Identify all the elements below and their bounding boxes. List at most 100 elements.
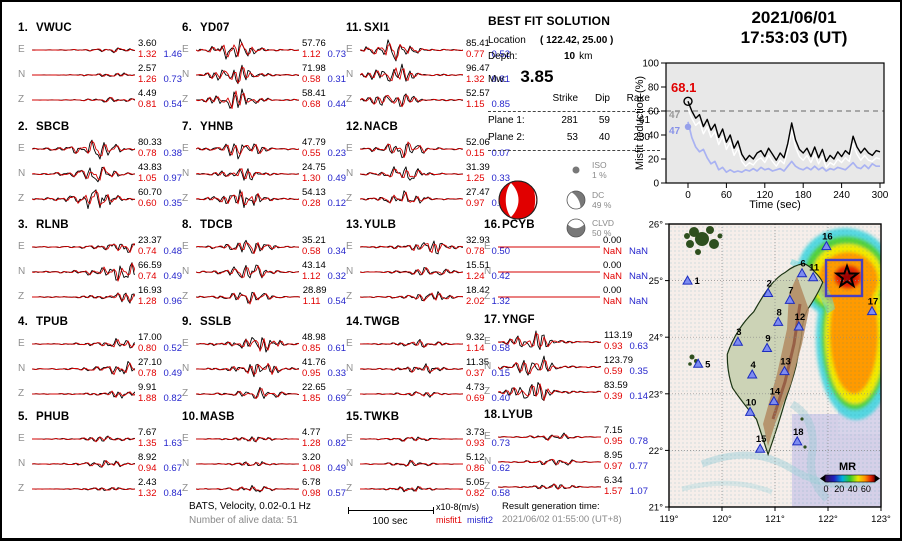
channel-row-yd07-n: N 71.98 0.58 0.31 [182,62,346,87]
waveform-synthetic [196,486,299,492]
station-title: 9. SSLB [182,316,232,328]
x-tick-label: 180 [795,190,812,201]
station-number-label: 7 [788,285,793,296]
station-triangle-icon [754,443,766,453]
waveform-observed [196,143,299,160]
station-triangle-icon [772,316,784,326]
channel-values: 4.49 0.81 0.54 [138,88,182,110]
misfit2-value: NaN [628,245,648,257]
channel-label: N [18,69,26,80]
channel-label: Z [18,291,25,302]
misfit2-value: 0.77 [629,460,649,472]
misfit1-value: 0.81 [138,98,157,110]
waveform-trace [498,458,601,466]
station-block-lyub: 18.LYUB E 7.15 0.95 0.78 N 8.95 0.97 0.77 Z 6.34 1.… [484,409,648,499]
waveform-synthetic [360,94,463,108]
waveform-trace [360,141,463,159]
max-amplitude-value: 27.10 [138,357,162,368]
chart-series-lines [687,101,881,174]
dashed-divider [488,111,660,113]
iso-icon [572,166,580,174]
waveform-trace [360,291,463,302]
channel-values: 2.43 1.32 0.84 [138,477,182,499]
misfit-reduction-secondary-line [687,121,880,174]
channel-row-phub-e: E 7.67 1.35 1.63 [18,426,182,451]
channel-row-yd07-z: Z 58.41 0.68 0.44 [182,87,346,112]
channel-row-vwuc-z: Z 4.49 0.81 0.54 [18,87,182,112]
max-amplitude-value: 66.59 [138,260,162,271]
channel-row-yngf-z: Z 83.59 0.39 0.14 [484,379,648,404]
station-title: 1. VWUC [18,22,72,34]
channel-row-phub-z: Z 2.43 1.32 0.84 [18,476,182,501]
waveform-synthetic [196,191,299,206]
station-triangle-icon [791,435,803,446]
channel-label: N [182,458,190,469]
channel-label: N [182,168,190,179]
channel-row-pcyb-e: E 0.00 NaN NaN [484,234,648,259]
misfit2-value: 0.67 [163,462,183,474]
max-amplitude-value: 52.57 [466,88,490,99]
max-amplitude-value: 23.37 [138,235,162,246]
epicenter-star-icon [833,262,861,289]
channel-row-rlnb-n: N 66.59 0.74 0.49 [18,259,182,284]
channel-values: 6.34 1.57 1.07 [604,475,648,497]
max-amplitude-value: 0.00 [602,285,622,296]
channel-row-pcyb-n: N 0.00 NaN NaN [484,259,648,284]
col-rake: Rake [626,93,650,104]
channel-values: 8.95 0.97 0.77 [604,450,649,472]
max-amplitude-value: 57.76 [302,38,326,49]
plot-frame [665,62,885,184]
channel-row-vwuc-e: E 3.60 1.32 1.46 [18,37,182,62]
station-number-label: 8 [777,307,782,318]
misfit1-value: 1.25 [466,172,485,184]
channel-label: Z [182,483,189,494]
max-amplitude-value: 28.89 [302,285,327,296]
secondary-start-marker-icon [684,123,692,130]
misfit2-value: 0.31 [327,73,347,85]
waveform-synthetic [32,292,135,303]
waveform-synthetic [196,143,299,156]
channel-label: E [18,143,25,154]
channel-values: 32.93 0.78 0.50 [466,235,510,257]
waveform-trace [32,96,135,103]
legend-tick-labels: 0 20 40 60 [823,484,870,494]
channel-values: 71.98 0.58 0.31 [302,63,347,85]
station-triangle-icon [732,336,744,346]
station-block-phub: 5. PHUB E 7.67 1.35 1.63 N 8.92 0.94 0.67 Z 2.43 1.3… [18,411,182,501]
waveform-synthetic [360,486,463,492]
map-graticule [669,224,881,507]
map-lat-label: 26° [649,220,664,231]
waveform-trace [32,337,135,349]
misfit2-value: 0.58 [491,342,511,354]
misfit1-value: 0.58 [302,245,321,257]
max-amplitude-value: 71.98 [302,63,326,74]
station-triangle-icon [784,294,796,304]
misfit-reduction-best-line [687,101,881,163]
waveform-synthetic [360,243,463,254]
channel-label: N [484,266,492,277]
misfit2-value: 0.73 [327,48,347,60]
channel-label: Z [182,193,189,204]
max-amplitude-value: 3.73 [466,427,485,438]
misfit2-value: 0.38 [163,147,183,159]
misfit1-value: NaN [602,270,622,282]
channel-values: 27.10 0.78 0.49 [138,357,182,379]
station-number-label: 17 [868,297,879,308]
misfit2-value: 0.58 [491,487,511,499]
channel-label: E [18,338,25,349]
misfit2-value: 0.82 [327,437,347,449]
channel-row-tdcb-z: Z 28.89 1.11 0.54 [182,284,346,309]
nodal-plane-table: Strike Dip Rake Plane 1: 281 59 -61 Plan… [488,93,660,152]
channel-row-sxi1-z: Z 52.57 1.15 0.85 [346,87,510,112]
max-amplitude-value: 11.35 [466,357,490,368]
misfit2-value: 0.61 [327,342,347,354]
waveform-trace [498,330,601,350]
station-block-twgb: 14.TWGB E 9.32 1.14 0.58 N 11.35 0.37 0.15 Z 4.73 0… [346,316,510,406]
alive-data-count: Number of alive data: 51 [189,515,298,526]
penghu-islands [688,354,698,366]
channel-values: 113.19 0.93 0.63 [604,330,648,352]
max-amplitude-value: 24.75 [302,162,326,173]
y-axis-label: Misfit reduction (%) [634,76,646,170]
